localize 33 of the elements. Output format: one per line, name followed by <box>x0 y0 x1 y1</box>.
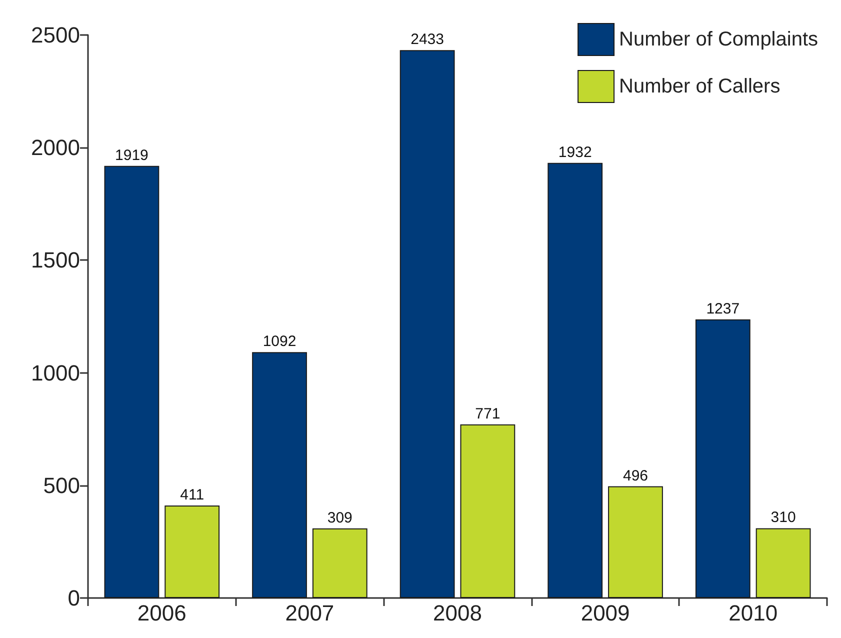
x-tick-label: 2007 <box>285 600 334 626</box>
x-tick-label: 2008 <box>433 600 482 626</box>
y-tick-label: 500 <box>43 472 80 498</box>
y-tick-label: 2000 <box>31 135 80 160</box>
bar <box>695 319 750 598</box>
bar <box>400 50 455 598</box>
bar <box>312 528 368 598</box>
x-tick-label: 2010 <box>728 600 778 626</box>
bar <box>756 528 811 598</box>
bar <box>548 162 603 598</box>
x-tick-label: 2009 <box>580 600 630 626</box>
data-label: 411 <box>180 486 204 504</box>
legend-label: Number of Complaints <box>619 28 818 50</box>
y-tick-label: 1000 <box>31 360 80 386</box>
data-label: 310 <box>770 509 796 526</box>
data-label: 1092 <box>262 333 296 350</box>
legend-label: Number of Callers <box>619 76 780 98</box>
y-tick-label: 1500 <box>31 248 80 273</box>
bar <box>104 166 160 598</box>
bar <box>460 424 516 598</box>
data-label: 1932 <box>558 144 592 161</box>
x-tick-label: 2006 <box>137 600 186 626</box>
data-label: 309 <box>327 509 352 526</box>
data-label: 1237 <box>706 300 740 318</box>
y-tick-label: 2500 <box>31 22 80 48</box>
data-label: 496 <box>622 467 648 484</box>
data-label: 771 <box>475 405 500 422</box>
data-label: 1919 <box>115 146 148 164</box>
bar <box>252 352 307 598</box>
data-label: 2433 <box>410 31 444 48</box>
y-tick-label: 0 <box>68 586 80 610</box>
bar <box>164 505 220 598</box>
bar <box>608 486 663 598</box>
